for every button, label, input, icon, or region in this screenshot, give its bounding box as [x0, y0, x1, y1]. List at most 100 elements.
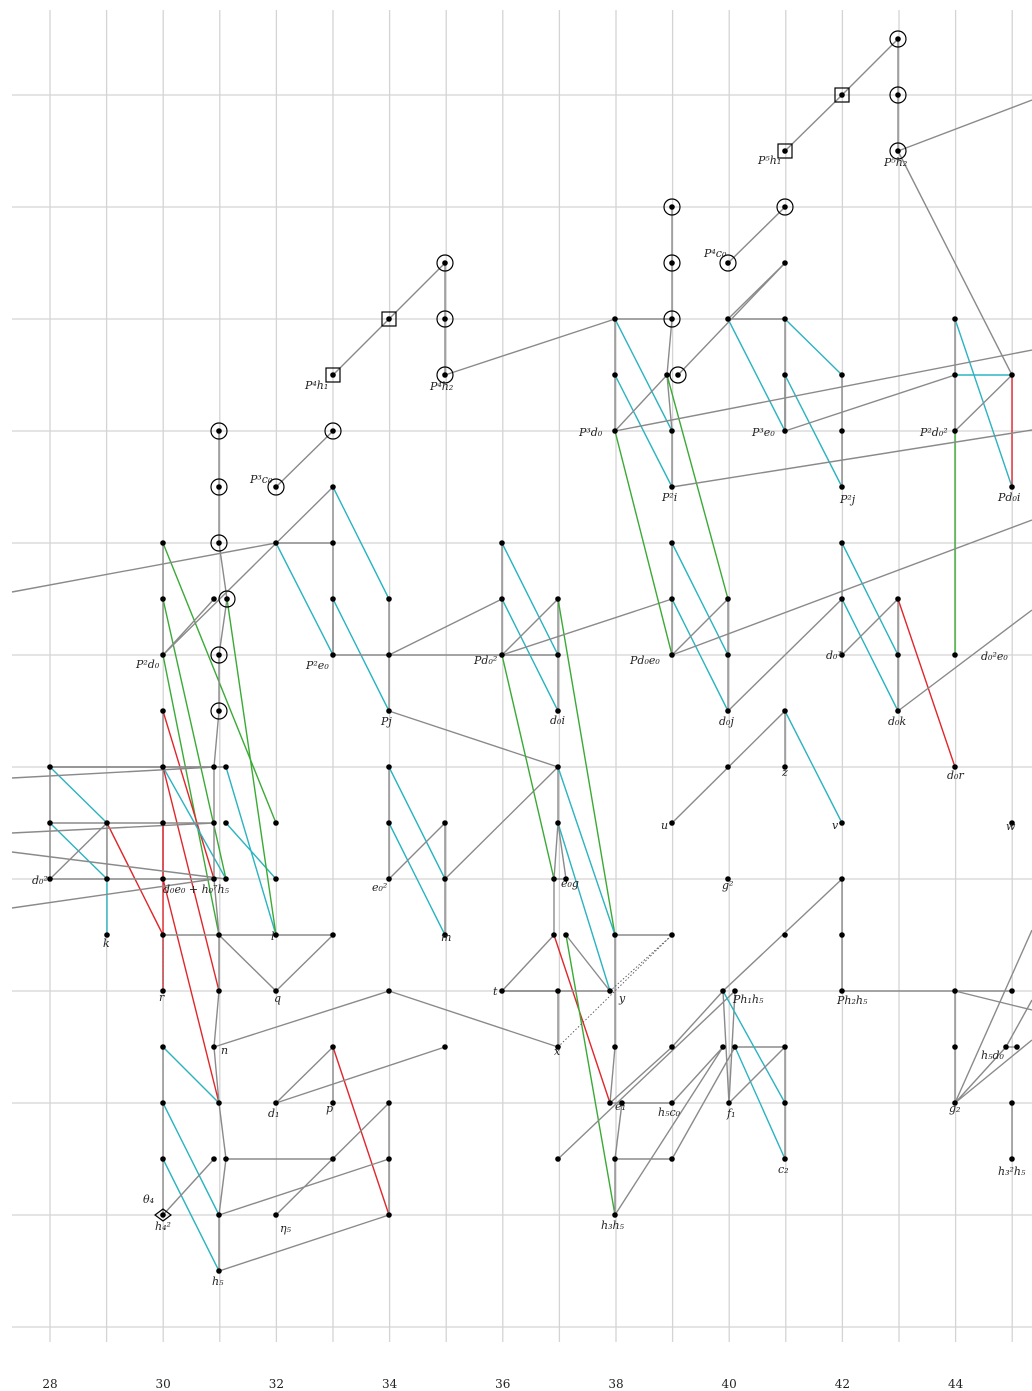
ring-marker [218, 590, 236, 608]
x-tick-label: 40 [722, 1377, 737, 1391]
node-label: n [221, 1044, 228, 1057]
ring-marker [663, 198, 681, 216]
node-label: k [103, 937, 110, 950]
node-dot [1014, 1044, 1020, 1050]
structure-edge [501, 598, 559, 656]
node-dot [720, 988, 726, 994]
node-dot [223, 764, 229, 770]
cyan-edge [49, 766, 108, 824]
node-dot [555, 1044, 561, 1050]
node-dot [782, 1100, 788, 1106]
node-dot [330, 484, 336, 490]
ring-marker [669, 366, 687, 384]
node-dot [499, 652, 505, 658]
node-dot [725, 596, 731, 602]
node-label: Pj [380, 715, 392, 728]
ring-marker [436, 254, 454, 272]
node-dot [386, 820, 392, 826]
node-label: h₅ [212, 1275, 224, 1288]
node-label: g² [722, 879, 733, 892]
structure-edge [11, 542, 277, 593]
node-dot [782, 428, 788, 434]
node-dot [664, 372, 670, 378]
node-dot [725, 876, 731, 882]
box-marker [777, 143, 793, 159]
structure-edge [501, 598, 673, 656]
node-dot [386, 1100, 392, 1106]
ring-marker [436, 366, 454, 384]
green-edge [162, 598, 227, 880]
red-edge [897, 598, 956, 768]
ring-marker [210, 702, 228, 720]
structure-edge [722, 990, 730, 1104]
node-label: e₀g [561, 877, 579, 890]
node-dot [386, 764, 392, 770]
ring-marker [210, 534, 228, 552]
node-dot [732, 1044, 738, 1050]
node-dot [725, 708, 731, 714]
node-label: P⁴h₁ [304, 379, 328, 392]
node-dot [273, 1100, 279, 1106]
dotted-edge [609, 934, 673, 992]
node-dot [555, 764, 561, 770]
cyan-edge [614, 374, 673, 488]
node-label: P³d₀ [578, 426, 603, 439]
node-dot [1009, 372, 1015, 378]
cyan-edge [162, 1102, 220, 1216]
node-label: v [832, 819, 839, 832]
node-dot [160, 876, 166, 882]
node-label: Pd₀² [473, 654, 497, 667]
structure-edge [11, 878, 215, 909]
ring-marker [210, 478, 228, 496]
structure-edge [614, 1046, 724, 1216]
node-dot [839, 652, 845, 658]
node-dot [952, 1100, 958, 1106]
node-dot [273, 988, 279, 994]
x-tick-label: 44 [948, 1377, 964, 1391]
node-label: h₃²h₅ [998, 1165, 1026, 1178]
ring-marker [267, 478, 285, 496]
node-label: P²d₀ [135, 658, 160, 671]
node-dot [273, 932, 279, 938]
node-dot [782, 204, 788, 210]
structure-edge [213, 878, 220, 936]
node-dot [160, 764, 166, 770]
structure-edge [388, 262, 446, 320]
cyan-edge [841, 542, 899, 656]
node-dot [160, 932, 166, 938]
structure-edge [388, 598, 503, 656]
node-dot [47, 876, 53, 882]
node-dot [386, 316, 392, 322]
cyan-edge [614, 318, 673, 432]
x-tick-label: 28 [42, 1377, 57, 1391]
ring-marker [210, 422, 228, 440]
node-label: g₂ [949, 1102, 960, 1115]
structure-edge [954, 1046, 1007, 1104]
cyan-edge [162, 1046, 220, 1104]
node-dot [104, 932, 110, 938]
structure-edge [218, 598, 228, 656]
node-dot [386, 652, 392, 658]
node-dot [160, 820, 166, 826]
cyan-edge [557, 766, 616, 936]
node-dot [1009, 820, 1015, 826]
node-dot [612, 1044, 618, 1050]
node-dot [619, 1100, 625, 1106]
cyan-edge [501, 598, 559, 712]
cyan-edge [784, 318, 843, 376]
node-dot [216, 484, 222, 490]
ring-marker [719, 254, 737, 272]
node-dot [669, 428, 675, 434]
structure-edge [11, 766, 215, 779]
node-dot [669, 652, 675, 658]
node-dot [216, 1268, 222, 1274]
node-dot [669, 1044, 675, 1050]
node-dot [330, 372, 336, 378]
node-dot [160, 1044, 166, 1050]
red-edge [553, 934, 611, 1104]
structure-edge [275, 430, 334, 488]
node-dot [725, 260, 731, 266]
node-dot [895, 92, 901, 98]
node-dot [669, 820, 675, 826]
structure-edge [727, 206, 786, 264]
